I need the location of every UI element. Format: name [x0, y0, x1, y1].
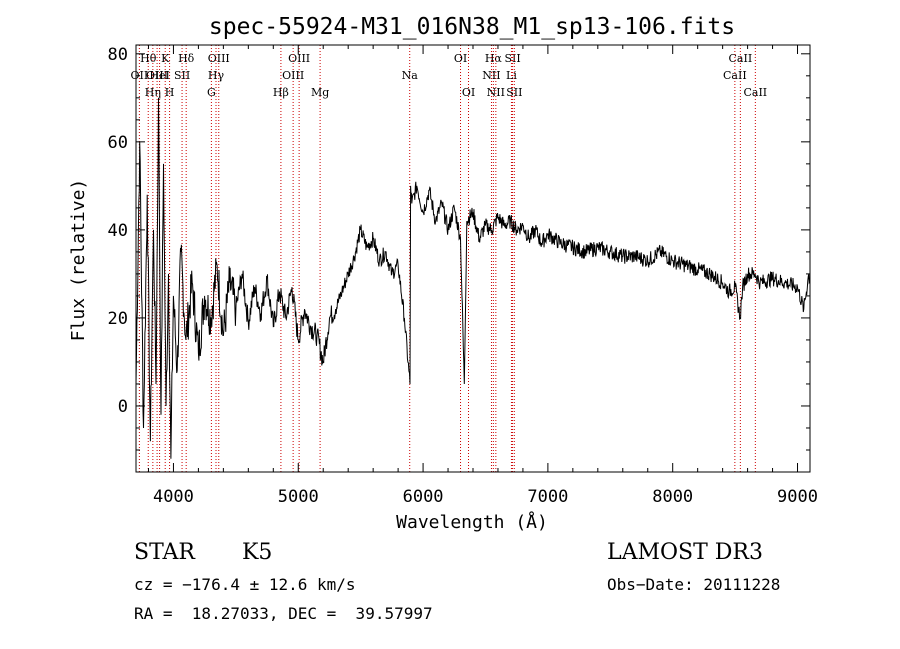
line-label-16: Na [402, 69, 419, 82]
x-tick-label-4: 8000 [652, 487, 693, 507]
line-label-3: K [161, 52, 170, 65]
x-tick-label-5: 9000 [777, 487, 818, 507]
line-label-20: NII [482, 69, 500, 82]
x-axis: 4000 5000 6000 7000 8000 9000 [147, 45, 818, 507]
y-axis: 0 20 40 60 80 [108, 45, 810, 451]
line-label-18: OI [462, 86, 475, 99]
line-label-14: OIII [282, 69, 304, 82]
line-label-4: HeI [149, 69, 169, 82]
line-label-15: Mg [311, 86, 329, 99]
ra-dec-coordinates: RA = 18.27033, DEC = 39.57997 [134, 604, 433, 623]
line-label-25: CaII [729, 52, 753, 65]
y-tick-label-3: 60 [108, 133, 128, 153]
y-tick-label-2: 40 [108, 221, 128, 241]
line-label-9: OIII [208, 52, 230, 65]
object-class: STAR [134, 540, 195, 565]
line-label-21: NII [487, 86, 505, 99]
x-axis-label: Wavelength (Å) [396, 511, 548, 533]
line-label-24: SII [506, 86, 522, 99]
x-tick-label-2: 6000 [403, 487, 444, 507]
line-label-23: Li [506, 69, 517, 82]
line-label-2: OIII [146, 69, 168, 82]
plot-frame [135, 44, 811, 473]
line-label-5: H [165, 86, 175, 99]
redshift-cz: cz = −176.4 ± 12.6 km/s [134, 575, 356, 594]
object-subclass: K5 [242, 540, 273, 565]
observation-date: Obs−Date: 20111228 [607, 575, 781, 594]
x-tick-label-3: 7000 [527, 487, 568, 507]
y-tick-label-1: 20 [108, 309, 128, 329]
line-label-8: Hδ [178, 52, 195, 65]
x-tick-label-1: 5000 [278, 487, 319, 507]
line-label-19: Hα [485, 52, 503, 65]
line-label-6: Hη [145, 86, 161, 99]
line-label-12: Hβ [273, 86, 289, 99]
line-label-1: Hθ [140, 52, 157, 65]
y-tick-label-4: 80 [108, 45, 128, 65]
flux-series [135, 97, 811, 459]
chart-title: spec-55924-M31_016N38_M1_sp13-106.fits [209, 14, 735, 40]
line-label-17: OI [454, 52, 467, 65]
line-label-26: CaII [723, 69, 747, 82]
line-label-10: Hγ [208, 69, 225, 82]
survey-name: LAMOST DR3 [607, 540, 763, 565]
line-label-7: SII [174, 69, 190, 82]
line-label-13: OIII [288, 52, 310, 65]
line-label-22: SII [504, 52, 520, 65]
x-tick-label-0: 4000 [153, 487, 194, 507]
line-label-11: G [207, 86, 216, 99]
flux-line [135, 97, 811, 459]
y-axis-label: Flux (relative) [68, 179, 89, 342]
y-tick-label-0: 0 [118, 397, 128, 417]
line-label-27: CaII [743, 86, 767, 99]
